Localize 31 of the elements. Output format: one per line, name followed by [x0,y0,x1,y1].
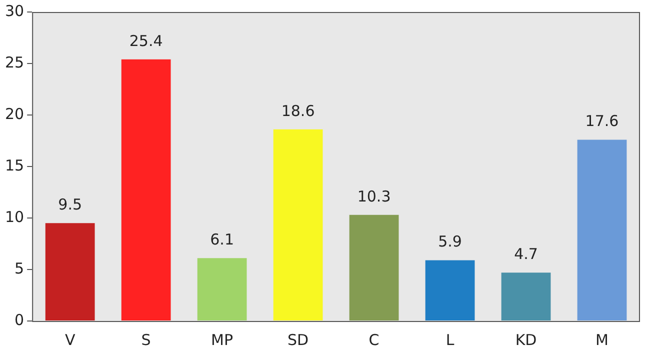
data-label: 10.3 [357,187,391,206]
bar [197,258,247,320]
y-tick-label: 0 [14,310,24,329]
x-tick-label: L [446,330,455,349]
data-label: 5.9 [438,232,462,251]
data-label: 18.6 [281,102,315,120]
bar [45,223,95,320]
data-label: 9.5 [58,196,82,214]
y-tick-label: 15 [4,156,24,174]
y-tick-label: 30 [4,2,24,20]
bar [349,214,399,320]
bar [273,129,323,320]
bar [501,272,551,320]
data-label: 6.1 [210,230,234,249]
x-tick-label: SD [288,330,309,349]
bar [121,59,171,320]
y-tick-label: 25 [4,53,24,72]
x-tick-label: V [64,330,76,349]
data-label: 17.6 [585,112,619,130]
x-tick-label: KD [515,330,537,349]
x-tick-label: MP [211,330,234,349]
y-tick-label: 5 [14,259,24,278]
y-tick-label: 20 [4,104,24,123]
data-label: 4.7 [514,244,538,263]
x-tick-label: C [368,330,380,349]
y-tick-label: 10 [4,208,24,226]
x-tick-label: M [596,330,608,349]
x-tick-label: S [141,330,151,349]
data-label: 25.4 [129,32,163,50]
bar [425,260,475,320]
bar [577,140,627,320]
